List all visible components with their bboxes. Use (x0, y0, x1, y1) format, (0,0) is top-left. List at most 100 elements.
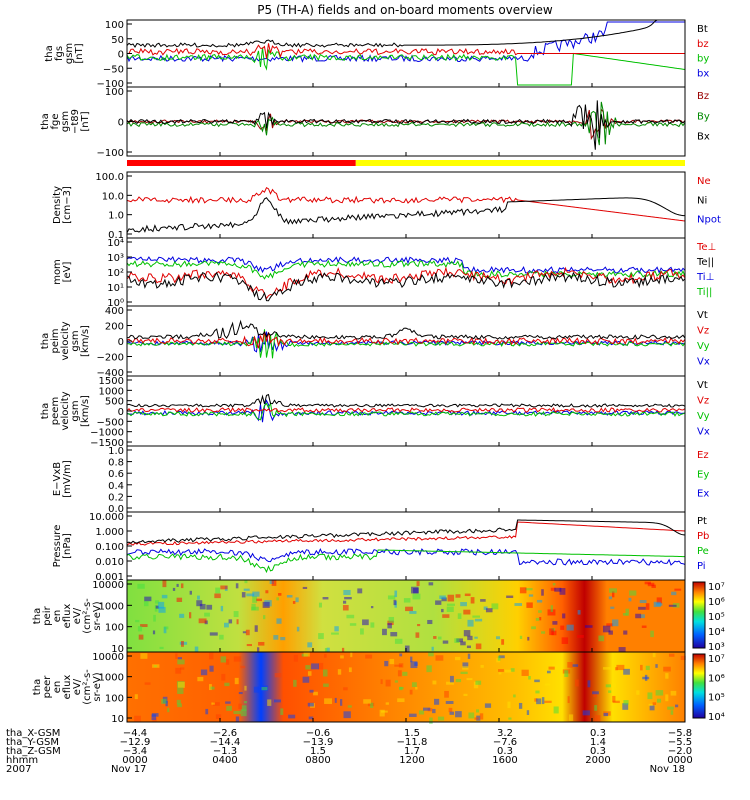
espec-spectrogram-cell (446, 681, 455, 685)
espec-colorbar-tick: 10⁷ (708, 654, 725, 665)
espec-spectrogram-cell (455, 711, 462, 718)
ispec-spectrogram-cell (618, 647, 626, 654)
espec-spectrogram-cell (414, 662, 418, 666)
ephemeris-label-4: 2007 (6, 764, 31, 775)
ispec-spectrogram-cell (584, 625, 593, 628)
ispec-spectrogram-cell (179, 613, 185, 618)
ispec-spectrogram-cell (322, 597, 329, 600)
ispec-spectrogram-cell (541, 589, 544, 596)
density-legend-2: Npot (697, 215, 721, 226)
pressure-ytick-label: 1.000 (95, 527, 124, 538)
espec-spectrogram-cell (253, 686, 260, 693)
ispec-spectrogram-cell (447, 594, 455, 602)
ispec-spectrogram-cell (393, 599, 397, 606)
ispec-spectrogram-cell (611, 591, 615, 598)
ispec-spectrogram-cell (390, 632, 398, 637)
ispec-spectrogram-cell (276, 618, 282, 624)
ispec-spectrogram-cell (318, 602, 322, 608)
ispec-spectrogram-cell (214, 593, 221, 599)
espec-spectrogram-cell (534, 698, 538, 702)
espec-spectrogram-cell (350, 652, 353, 658)
ispec-spectrogram-cell (416, 581, 420, 587)
espec-spectrogram-cell (347, 705, 352, 708)
ispec-spectrogram-cell (242, 631, 247, 634)
espec-spectrogram-cell (567, 662, 573, 668)
espec-spectrogram-cell (444, 690, 449, 698)
espec-spectrogram-cell (432, 708, 436, 714)
fgs-legend-0: Bt (697, 24, 708, 35)
fgm-ytick-label: 100 (105, 87, 124, 98)
espec-spectrogram-cell (612, 700, 620, 704)
ephemeris-value-3-2: 0800 (305, 755, 330, 766)
ivel-ytick-label: −200 (97, 353, 124, 364)
ephemeris-value-1-4: −7.6 (493, 737, 517, 748)
espec-spectrogram-cell (498, 655, 505, 659)
ispec-spectrogram-cell (278, 593, 282, 596)
espec-spectrogram-cell (293, 679, 297, 687)
panel-efield: Ez Ey Ex 1.00.80.60.40.20.0 E−VxB[mV/m] (52, 445, 709, 515)
density-ne-line (126, 187, 686, 222)
espec-spectrogram-cell (498, 669, 504, 672)
espec-spectrogram-cell (423, 707, 431, 711)
ispec-spectrogram-cell (644, 581, 651, 585)
ispec-spectrogram-cell (334, 626, 339, 632)
ispec-spectrogram-cell (324, 647, 328, 655)
espec-spectrogram-cell (463, 693, 468, 697)
fgm-ytick-label: −100 (97, 148, 124, 159)
ispec-spectrogram-cell (441, 597, 447, 602)
ephemeris-table: tha_X-GSM −4.4 −2.6 −0.6 1.5 3.2 0.3 −5.8 tha_Y-… (6, 728, 693, 775)
fgm-by-line (126, 101, 686, 146)
ispec-colorbar (692, 581, 706, 649)
temp-legend-1: Te|| (696, 257, 714, 268)
ispec-spectrogram-cell (431, 646, 434, 651)
ispec-spectrogram-cell (442, 640, 449, 644)
espec-ytick-label: 10 (111, 714, 124, 725)
ispec-spectrogram-cell (220, 585, 228, 590)
ispec-spectrogram-cell (157, 601, 165, 609)
ephemeris-value-3-4: 1600 (492, 755, 517, 766)
espec-spectrogram-cell (394, 664, 403, 667)
ispec-spectrogram-cell (262, 601, 270, 608)
ispec-spectrogram-cell (360, 628, 364, 635)
ispec-spectrogram-cell (472, 615, 480, 618)
espec-spectrogram-cell (274, 699, 281, 703)
espec-spectrogram-cell (480, 664, 484, 668)
espec-spectrogram-cell (399, 686, 404, 690)
espec-spectrogram-cell (612, 695, 616, 702)
espec-spectrogram-cell (475, 680, 482, 685)
ispec-spectrogram-cell (456, 638, 464, 643)
ispec-spectrogram-cell (483, 606, 488, 610)
espec-spectrogram-cell (177, 657, 183, 660)
fgs-ytick-label: 100 (105, 20, 124, 31)
espec-spectrogram-cell (668, 653, 675, 657)
evel-ytick-label: −500 (97, 417, 124, 428)
espec-spectrogram-cell (177, 703, 182, 708)
efield-legend-1: Ey (697, 469, 709, 480)
espec-ytick-label: 10000 (92, 652, 124, 663)
espec-spectrogram-cell (605, 684, 611, 688)
espec-spectrogram-cell (224, 682, 230, 687)
ephemeris-value-3-6: 0000 (667, 755, 692, 766)
evel-legend-1: Vz (697, 396, 709, 407)
ispec-spectrogram-cell (362, 619, 369, 626)
espec-spectrogram-cell (454, 656, 461, 661)
efield-ytick-label: 0.8 (108, 458, 124, 469)
ispec-spectrogram-cell (635, 613, 642, 619)
ispec-spectrogram-cell (318, 633, 324, 640)
ispec-spectrogram-cell (404, 645, 410, 653)
espec-spectrogram-cell (397, 698, 405, 703)
espec-colorbar-tick: 10⁴ (708, 712, 725, 723)
espec-spectrogram-cell (225, 701, 231, 704)
espec-spectrogram-cell (548, 666, 555, 670)
espec-spectrogram-cell (622, 703, 629, 710)
ivel-ytick-label: −400 (97, 368, 124, 379)
ispec-spectrogram-cell (254, 625, 258, 632)
espec-spectrogram-cell (553, 706, 559, 714)
ephemeris-value-3-5: 2000 (585, 755, 610, 766)
ispec-spectrogram-cell (612, 619, 619, 627)
ispec-spectrogram-cell (194, 646, 199, 654)
espec-spectrogram-cell (448, 707, 453, 713)
espec-spectrogram-cell (215, 714, 222, 719)
espec-spectrogram-cell (213, 702, 220, 706)
ephemeris-label-3: hhmm (6, 755, 38, 766)
